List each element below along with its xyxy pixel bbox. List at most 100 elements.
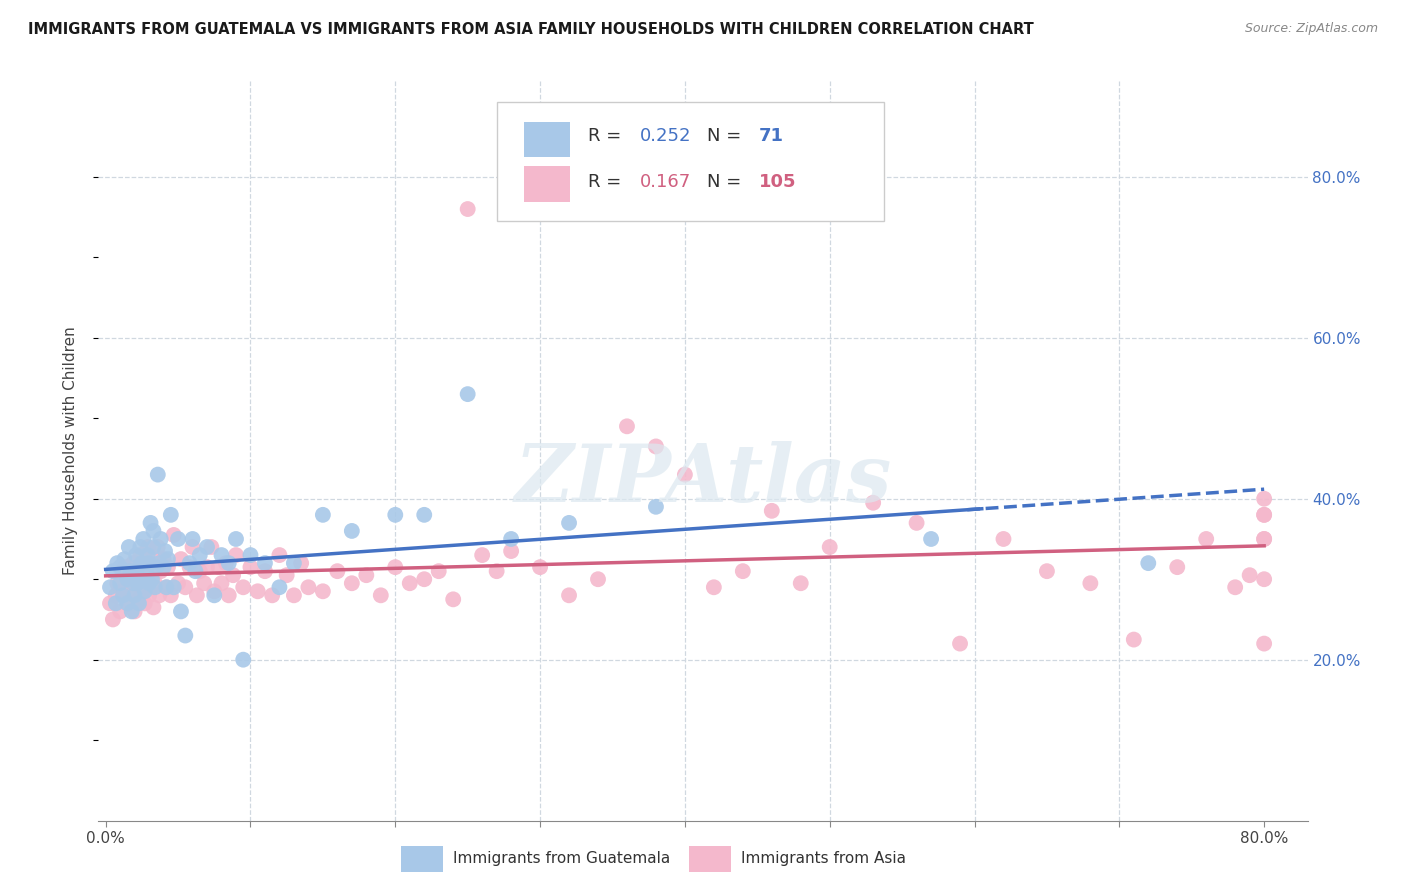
Point: [761, 504, 783, 518]
Point: [132, 532, 155, 546]
Point: [253, 564, 276, 578]
Point: [340, 524, 363, 538]
Y-axis label: Family Households with Children: Family Households with Children: [63, 326, 77, 574]
FancyBboxPatch shape: [524, 166, 569, 202]
Point: [586, 572, 609, 586]
Point: [159, 508, 181, 522]
Point: [195, 540, 218, 554]
Point: [181, 532, 204, 546]
Point: [105, 556, 128, 570]
Point: [117, 596, 139, 610]
Point: [211, 548, 233, 562]
Text: 0.167: 0.167: [640, 173, 692, 192]
Point: [202, 588, 225, 602]
Point: [225, 532, 247, 546]
Point: [128, 596, 150, 610]
Point: [122, 576, 145, 591]
Point: [232, 653, 254, 667]
Point: [120, 564, 142, 578]
Point: [790, 576, 813, 591]
Point: [1122, 632, 1144, 647]
Point: [501, 544, 523, 558]
Point: [471, 548, 494, 562]
Point: [108, 604, 131, 618]
FancyBboxPatch shape: [498, 103, 884, 221]
Point: [215, 556, 238, 570]
Point: [427, 564, 450, 578]
Point: [136, 548, 159, 562]
Point: [645, 439, 668, 453]
Point: [1239, 568, 1261, 582]
Point: [127, 564, 149, 578]
Point: [145, 560, 167, 574]
Point: [152, 560, 174, 574]
Point: [188, 548, 211, 562]
Point: [153, 544, 176, 558]
Point: [501, 532, 523, 546]
Point: [269, 548, 291, 562]
Point: [457, 202, 479, 216]
Point: [312, 508, 335, 522]
Point: [139, 516, 162, 530]
Point: [179, 556, 201, 570]
Point: [138, 588, 160, 602]
Point: [225, 548, 247, 562]
Text: 71: 71: [759, 127, 783, 145]
Point: [1253, 532, 1275, 546]
Point: [993, 532, 1015, 546]
Point: [152, 552, 174, 566]
Point: [326, 564, 349, 578]
Point: [155, 580, 177, 594]
Point: [384, 508, 406, 522]
Point: [101, 612, 124, 626]
Point: [384, 560, 406, 574]
Point: [290, 556, 312, 570]
Point: [193, 576, 215, 591]
Point: [98, 580, 121, 594]
Point: [239, 548, 262, 562]
Point: [558, 588, 581, 602]
Point: [117, 596, 139, 610]
Point: [218, 588, 240, 602]
Point: [1253, 572, 1275, 586]
Point: [104, 596, 127, 610]
Text: N =: N =: [707, 173, 747, 192]
Point: [818, 540, 841, 554]
Point: [134, 596, 156, 610]
Point: [149, 532, 172, 546]
Point: [156, 552, 179, 566]
Text: IMMIGRANTS FROM GUATEMALA VS IMMIGRANTS FROM ASIA FAMILY HOUSEHOLDS WITH CHILDRE: IMMIGRANTS FROM GUATEMALA VS IMMIGRANTS …: [28, 22, 1033, 37]
Point: [125, 548, 148, 562]
Point: [195, 560, 218, 574]
Point: [127, 576, 149, 591]
Point: [149, 564, 172, 578]
Point: [188, 564, 211, 578]
Point: [276, 568, 298, 582]
Point: [146, 467, 169, 482]
Point: [239, 560, 262, 574]
Point: [121, 584, 143, 599]
Point: [1253, 508, 1275, 522]
Point: [131, 572, 153, 586]
Point: [200, 540, 222, 554]
Point: [142, 600, 165, 615]
Point: [112, 588, 135, 602]
Point: [218, 556, 240, 570]
Text: R =: R =: [588, 173, 627, 192]
Point: [558, 516, 581, 530]
Point: [148, 588, 170, 602]
Text: 105: 105: [759, 173, 796, 192]
Text: N =: N =: [707, 127, 747, 145]
Point: [124, 588, 146, 602]
Point: [141, 572, 163, 586]
Point: [262, 588, 284, 602]
Point: [138, 556, 160, 570]
Point: [129, 540, 152, 554]
Point: [181, 540, 204, 554]
Point: [1195, 532, 1218, 546]
Point: [148, 556, 170, 570]
Point: [135, 564, 157, 578]
Point: [108, 576, 131, 591]
Text: Immigrants from Asia: Immigrants from Asia: [741, 852, 905, 866]
Point: [184, 564, 207, 578]
